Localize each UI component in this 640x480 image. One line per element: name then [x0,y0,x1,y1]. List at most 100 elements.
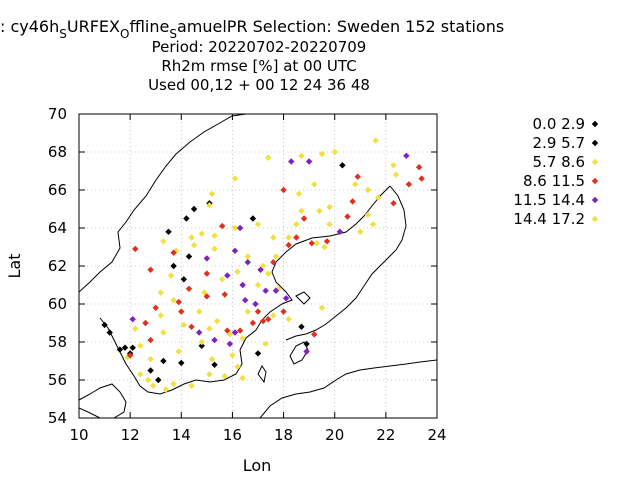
station-point [152,304,159,311]
station-point [293,221,300,228]
station-point [308,240,315,247]
station-point [280,186,287,194]
used-line: Used 00,12 + 00 12 24 36 48 [148,76,370,94]
station-point [106,329,113,336]
station-point [190,241,198,249]
station-point [403,152,410,159]
x-tick-label: 18 [274,426,293,444]
station-point [231,175,239,182]
x-tick-label: 20 [325,426,344,444]
station-point [208,355,216,363]
station-point [211,245,218,253]
station-point [198,338,205,346]
station-point [198,342,205,349]
variable-line: Rh2m rmse [%] at 00 UTC [161,57,356,75]
legend-marker [591,120,599,128]
station-point [219,222,226,230]
station-point [219,276,226,283]
x-tick-label: 24 [427,426,446,444]
station-point [211,361,218,368]
title-part-1: : cy46h [0,17,59,36]
coastline-finland [285,185,407,341]
station-point [101,321,108,329]
station-point [295,190,303,197]
station-point [132,245,139,253]
station-point [282,295,290,302]
x-tick-label: 14 [172,426,191,444]
station-point [206,202,213,209]
x-tick-label: 22 [376,426,395,444]
station-point [354,173,361,180]
coastline-baltic [259,359,437,418]
legend: 0.0 2.92.9 5.75.7 8.68.6 11.511.5 14.414… [513,115,599,228]
station-point [390,162,397,169]
station-point [147,336,154,344]
station-point [224,327,231,334]
y-tick-label: 70 [48,105,67,123]
station-point [198,230,205,237]
station-point [195,329,203,336]
station-point [121,344,129,351]
station-point [188,323,195,330]
station-point [137,342,144,349]
station-point [293,234,300,241]
coastline-denmark [79,383,127,418]
station-point [178,359,185,367]
data-points [101,137,425,393]
station-point [280,308,287,315]
station-point [252,300,259,308]
station-point [254,308,262,315]
station-point [272,287,280,294]
station-point [372,137,379,144]
station-point [234,363,241,370]
station-point [203,293,211,300]
station-point [244,253,251,260]
station-point [331,148,338,156]
station-point [188,234,195,241]
station-point [369,221,377,228]
station-point [300,215,308,222]
station-point [160,357,167,365]
station-point [211,232,218,239]
station-point [185,253,193,260]
period-line: Period: 20220702-20220709 [152,38,367,56]
station-point [392,171,400,178]
station-point [206,325,213,332]
station-point [298,152,305,159]
chart-title: : cy46hSURFEXOfflineSamuelPR Selection: … [0,17,504,94]
station-point [415,164,423,171]
station-point [259,317,267,325]
station-point [298,207,305,215]
station-point [236,224,244,232]
station-point [224,272,231,279]
station-point [226,340,234,348]
y-tick-label: 54 [48,409,67,427]
station-point [162,386,170,393]
station-point [244,259,251,266]
station-point [157,312,165,319]
station-point [144,376,152,384]
coastline-aland [295,291,311,305]
station-point [188,382,195,389]
station-point [126,352,134,359]
station-point [249,215,257,222]
station-point [147,355,154,363]
station-point [231,329,239,336]
station-point [208,190,216,197]
station-point [221,291,228,298]
station-point [270,259,277,266]
title-part-4: amuelPR Selection: Sweden 152 stations [177,17,504,36]
y-tick-label: 64 [48,219,67,237]
station-point [272,253,280,260]
station-point [242,297,249,304]
station-point [185,285,193,292]
station-point [195,308,203,315]
station-point [316,207,323,215]
coastline-map [79,114,437,418]
station-point [349,198,356,205]
y-tick-labels: 54 56 58 60 62 64 66 68 70 [48,105,67,427]
station-point [249,319,257,327]
title-sub-3: S [169,27,177,41]
station-point [142,319,149,327]
legend-marker [591,139,599,147]
